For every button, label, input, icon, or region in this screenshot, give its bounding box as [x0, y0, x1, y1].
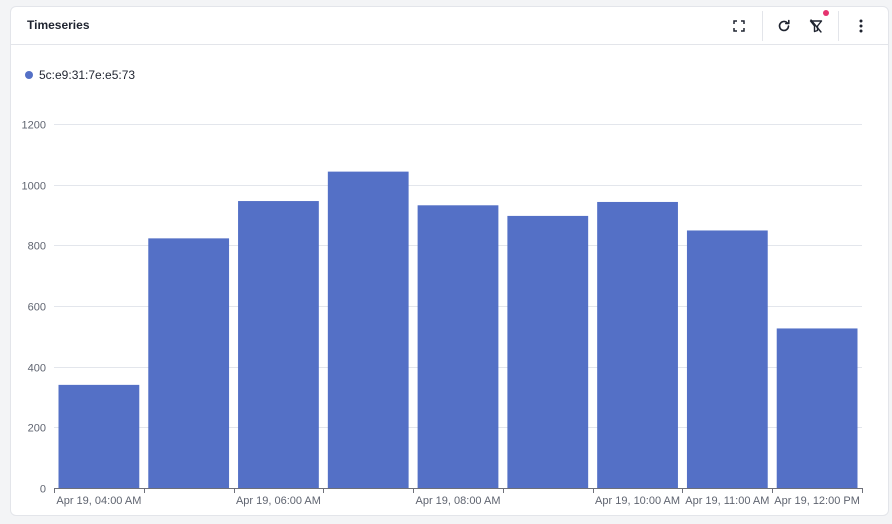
panel-title: Timeseries [27, 18, 90, 32]
chart-legend[interactable]: 5c:e9:31:7e:e5:73 [25, 68, 135, 82]
filter-badge [823, 10, 829, 16]
fullscreen-button[interactable] [719, 7, 759, 45]
header-divider [838, 11, 839, 41]
bar-chart: 0 200 400 600 800 1000 1200 Apr 19, 04:00 AM Apr… [22, 120, 863, 507]
bar [776, 328, 858, 488]
header-divider [762, 11, 763, 41]
refresh-button[interactable] [764, 7, 804, 45]
more-vertical-icon [859, 19, 863, 33]
fullscreen-icon [733, 20, 745, 32]
legend-label: 5c:e9:31:7e:e5:73 [39, 68, 136, 82]
bar [238, 201, 319, 488]
bar [148, 238, 230, 488]
bar [58, 384, 140, 488]
timeseries-panel: Timeseries [10, 6, 889, 516]
x-tick-label: Apr 19, 10:00 AM [595, 495, 680, 507]
filter-button[interactable] [796, 7, 836, 45]
x-tick-label: Apr 19, 08:00 AM [416, 495, 501, 507]
refresh-icon [778, 19, 790, 32]
bar [686, 230, 768, 488]
y-tick-label: 1200 [22, 120, 46, 132]
y-tick-label: 0 [40, 484, 46, 496]
legend-swatch [25, 71, 33, 79]
y-tick-label: 600 [28, 302, 46, 314]
x-tick-label: Apr 19, 04:00 AM [56, 495, 141, 507]
bar [507, 215, 589, 488]
more-options-button[interactable] [841, 7, 881, 45]
bar [327, 171, 409, 488]
panel-header: Timeseries [11, 7, 888, 45]
bar [417, 205, 499, 488]
x-tick-label: Apr 19, 06:00 AM [236, 495, 321, 507]
y-tick-label: 400 [28, 363, 46, 375]
x-tick-label: Apr 19, 11:00 AM [685, 495, 769, 507]
bar [597, 201, 678, 488]
x-tick-label: Apr 19, 12:00 PM [774, 495, 860, 507]
y-tick-label: 1000 [22, 181, 46, 193]
y-tick-label: 800 [28, 241, 46, 253]
y-tick-label: 200 [28, 423, 46, 435]
filter-off-icon [809, 19, 823, 33]
